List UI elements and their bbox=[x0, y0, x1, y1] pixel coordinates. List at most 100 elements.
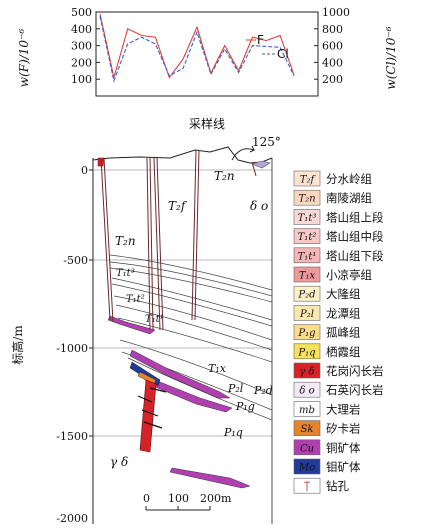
legend-item: T₂n 南陵湖组 bbox=[293, 189, 372, 206]
fault-line bbox=[143, 421, 163, 429]
legend-code: mb bbox=[299, 405, 315, 416]
azimuth-arrow-icon bbox=[231, 145, 256, 161]
legend-item: Cu 铜矿体 bbox=[293, 439, 361, 456]
legend-swatch bbox=[293, 324, 321, 340]
drill-hole-icon bbox=[304, 481, 310, 492]
drill-hole bbox=[156, 157, 164, 331]
cu-ore-lens bbox=[169, 467, 251, 489]
y-tick-label-right: 1000 bbox=[322, 6, 350, 19]
label-gamma-delta: γ δ bbox=[110, 455, 128, 469]
depth-tick-2000: -2000 bbox=[56, 512, 88, 525]
legend-label: 花岗闪长岩 bbox=[326, 364, 384, 378]
legend-label: 钼矿体 bbox=[326, 460, 361, 474]
contact-line bbox=[117, 317, 273, 363]
contact-line bbox=[109, 267, 273, 303]
cross-section: 标高/m 0 -500 -1000 -1500 -2000 125° bbox=[10, 135, 281, 525]
legend-label: 塔山组下段 bbox=[326, 249, 384, 263]
legend-code: δ o bbox=[299, 386, 314, 397]
legend-item: P₁q 栖霞组 bbox=[293, 343, 361, 360]
contact-line bbox=[113, 295, 273, 341]
contact-line bbox=[111, 277, 273, 321]
granodiorite-dyke bbox=[139, 379, 157, 453]
y-tick-label-right: 600 bbox=[322, 40, 343, 53]
strata-contacts bbox=[109, 254, 273, 421]
label-t2n-left: T₂n bbox=[115, 234, 136, 248]
legend-item: T₁t¹ 塔山组下段 bbox=[293, 247, 384, 264]
legend-code: T₁x bbox=[299, 271, 316, 282]
y-tick-label-right: 400 bbox=[322, 56, 343, 69]
legend-label: 钻孔 bbox=[326, 479, 349, 493]
y-tick-label-right: 200 bbox=[322, 73, 343, 86]
depth-tick-1500: -1500 bbox=[56, 430, 88, 443]
chart-frame bbox=[95, 11, 319, 97]
legend-item: T₂f 分水岭组 bbox=[293, 170, 372, 187]
legend-swatch bbox=[293, 343, 321, 360]
legend-item: Sk 矽卡岩 bbox=[293, 420, 361, 436]
legend-item: P₂l 龙潭组 bbox=[293, 305, 361, 321]
legend-code: P₂l bbox=[299, 309, 314, 320]
label-t2f: T₂f bbox=[168, 199, 188, 213]
faults bbox=[137, 387, 167, 429]
series-line-f bbox=[99, 13, 295, 79]
series-label-cl: Cl bbox=[277, 47, 289, 61]
fault-line bbox=[149, 387, 167, 393]
legend-code: T₁t¹ bbox=[298, 251, 317, 262]
depth-tick-500: -500 bbox=[63, 254, 88, 267]
legend-code: Cu bbox=[300, 443, 314, 454]
label-t1t3: T₁t³ bbox=[116, 268, 135, 279]
legend-code: Mo bbox=[298, 463, 315, 474]
legend-swatch bbox=[293, 305, 321, 321]
legend-code: T₁t² bbox=[298, 232, 317, 243]
label-p2l: P₂l bbox=[227, 382, 244, 395]
y-tick-label-right: 800 bbox=[322, 23, 343, 36]
legend-code: Sk bbox=[301, 424, 314, 435]
y-tick-label-left: 400 bbox=[71, 23, 92, 36]
scale-tick-0: 0 bbox=[143, 492, 150, 505]
legend-swatch bbox=[293, 439, 321, 456]
legend-label: 大理岩 bbox=[326, 402, 361, 416]
legend-swatch bbox=[293, 228, 321, 244]
depth-tick-0: 0 bbox=[81, 164, 88, 177]
x-axis-label: 采样线 bbox=[189, 116, 225, 131]
legend-label: 塔山组中段 bbox=[326, 230, 384, 244]
drill-hole bbox=[194, 149, 200, 321]
legend-code: P₁q bbox=[297, 347, 315, 358]
legend-swatch bbox=[293, 189, 321, 206]
legend-label: 南陵湖组 bbox=[326, 191, 372, 205]
drill-hole bbox=[153, 157, 161, 331]
fault-line bbox=[141, 409, 159, 417]
legend-swatch bbox=[293, 285, 321, 302]
contact-line bbox=[111, 283, 273, 327]
drill-hole bbox=[251, 161, 257, 177]
legend-label: 分水岭组 bbox=[326, 172, 372, 186]
label-delta-o: δ o bbox=[250, 199, 268, 213]
legend-item: T₁t² 塔山组中段 bbox=[293, 228, 384, 244]
series-line-cl bbox=[99, 16, 295, 83]
surface-delta-o-body bbox=[251, 160, 271, 169]
series-label-f: F bbox=[257, 33, 264, 47]
legend-swatch bbox=[293, 170, 321, 187]
legend-label: 龙潭组 bbox=[326, 306, 361, 320]
label-t1x: T₁x bbox=[208, 362, 227, 375]
cu-ore-sheet bbox=[129, 349, 231, 399]
scale-bar: 0 100 200m bbox=[143, 492, 232, 511]
y-tick-label-left: 200 bbox=[71, 56, 92, 69]
y-tick-label-left: 300 bbox=[71, 40, 92, 53]
legend-label: 铜矿体 bbox=[326, 441, 361, 455]
y-axis-label-left: w(F)/10⁻⁶ bbox=[17, 29, 31, 88]
drill-hole bbox=[149, 157, 154, 331]
legend-item: γ δ 花岗闪长岩 bbox=[293, 362, 384, 379]
surface-topography bbox=[92, 146, 273, 164]
legend-swatch bbox=[293, 266, 321, 283]
scale-tick-200: 200m bbox=[200, 492, 232, 505]
legend-item: mb 大理岩 bbox=[293, 401, 361, 417]
label-t2n-top: T₂n bbox=[214, 169, 235, 183]
y-tick-label-left: 100 bbox=[71, 73, 92, 86]
legend-swatch bbox=[293, 420, 321, 436]
legend-code: γ δ bbox=[299, 367, 314, 378]
legend-item: δ o 石英闪长岩 bbox=[293, 381, 384, 398]
label-p2d: P₂d bbox=[253, 384, 273, 397]
legend-item: T₁t³ 塔山组上段 bbox=[293, 209, 384, 225]
geochem-chart: w(F)/10⁻⁶ w(Cl)/10⁻⁶ 采样线 100 200 300 400 500… bbox=[17, 6, 398, 131]
legend-swatch bbox=[293, 458, 321, 475]
